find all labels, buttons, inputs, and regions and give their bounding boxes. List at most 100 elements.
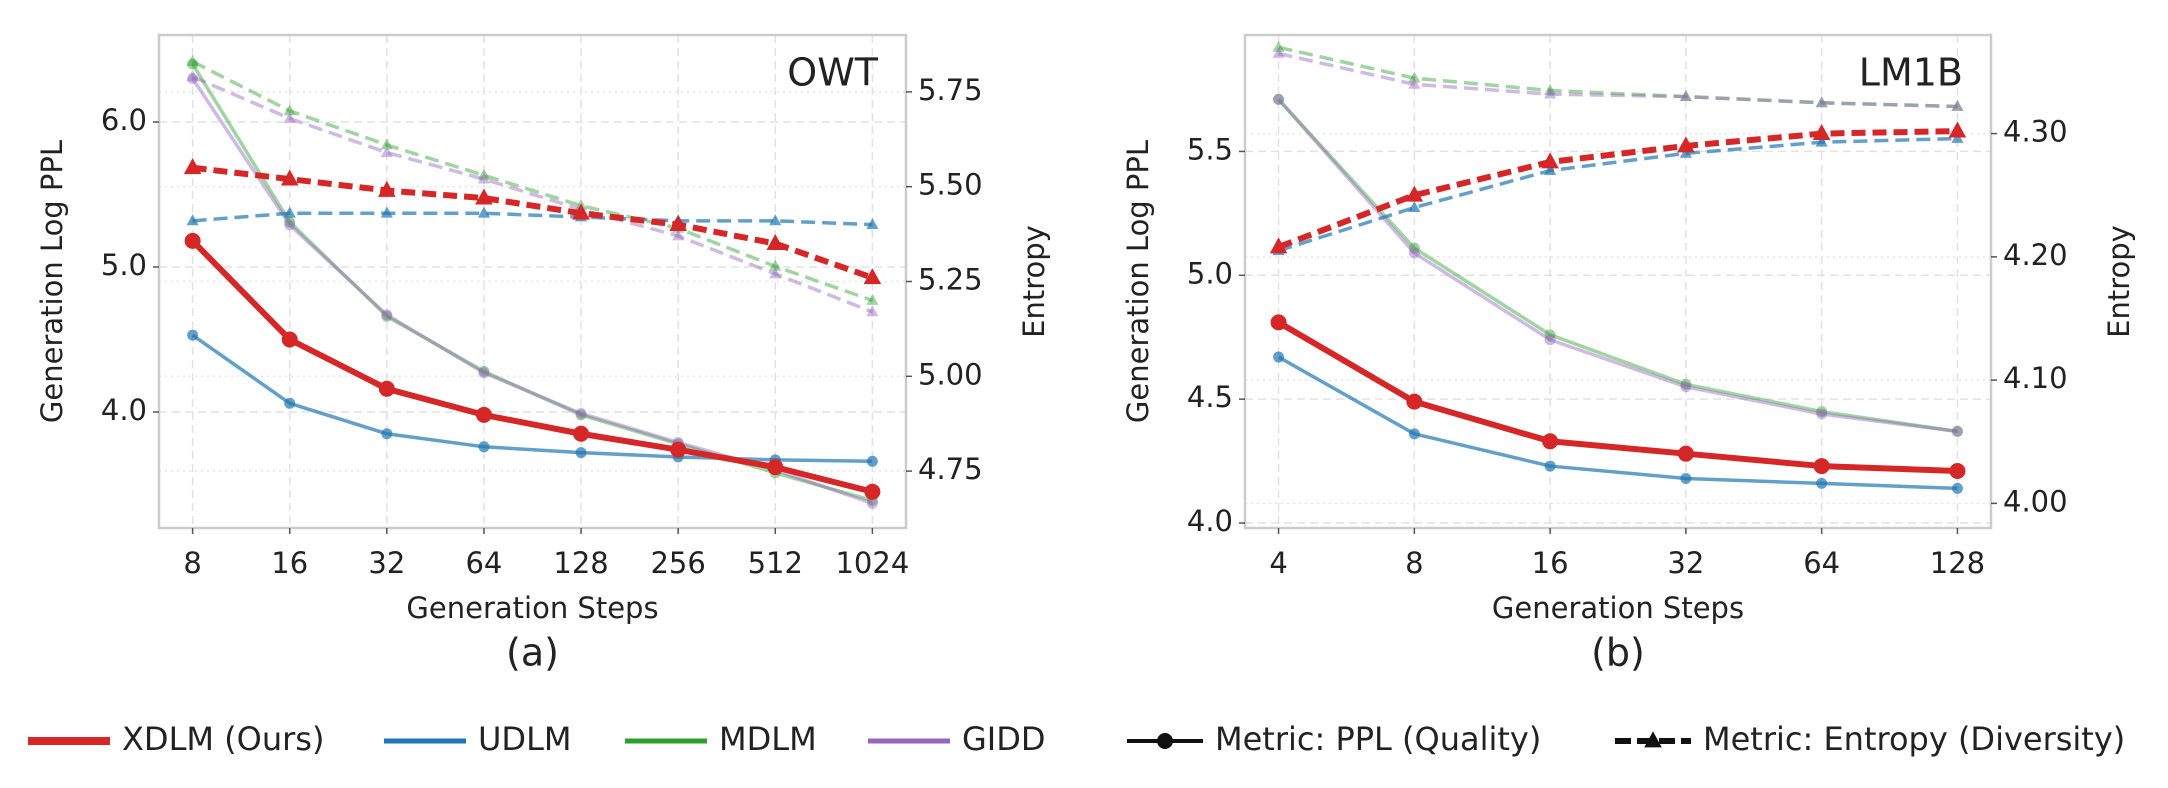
series-line	[191, 59, 873, 303]
point-marker	[1679, 90, 1692, 102]
point-marker	[1408, 428, 1420, 440]
point-marker	[1677, 445, 1694, 462]
series-line	[1278, 136, 1958, 253]
point-marker	[381, 428, 393, 440]
point-marker	[1408, 247, 1420, 259]
y2-tick-label: 4.10	[2003, 361, 2068, 395]
series-line	[1277, 355, 1958, 491]
point-marker	[766, 233, 785, 250]
legend-label: Metric: PPL (Quality)	[1215, 720, 1541, 758]
point-marker	[866, 218, 879, 230]
point-marker	[1273, 93, 1285, 105]
point-marker	[1951, 425, 1963, 437]
point-marker	[1680, 378, 1692, 390]
point-marker	[283, 206, 296, 218]
legend-marker	[1644, 731, 1662, 748]
y-axis-title: Generation Log PPL	[1121, 140, 1155, 423]
point-marker	[280, 169, 299, 186]
x-tick-label: 128	[553, 546, 608, 580]
point-marker	[380, 138, 393, 150]
plot-frame	[1243, 33, 1993, 530]
legend-label: Metric: Entropy (Diversity)	[1703, 720, 2125, 758]
point-marker	[1272, 40, 1285, 52]
point-marker	[769, 214, 782, 226]
point-marker	[186, 70, 199, 82]
series-line	[192, 211, 873, 227]
x-tick-label: 128	[1930, 546, 1985, 580]
x-tick-label: 1024	[835, 546, 909, 580]
point-marker	[284, 397, 296, 409]
panel-title: OWT	[787, 51, 878, 95]
y-tick-label: 6.0	[101, 103, 147, 137]
point-marker	[380, 206, 393, 218]
point-marker	[1816, 406, 1828, 418]
point-marker	[1544, 329, 1556, 341]
legend-label: XDLM (Ours)	[122, 720, 324, 758]
point-marker	[1544, 83, 1557, 95]
series-line	[192, 164, 874, 281]
point-marker	[1816, 408, 1828, 420]
series-line	[1277, 98, 1958, 434]
point-marker	[575, 407, 587, 419]
x-tick-label: 4	[1269, 546, 1287, 580]
series-line	[191, 77, 873, 506]
point-marker	[1813, 458, 1830, 475]
point-marker	[284, 216, 296, 228]
point-marker	[866, 293, 879, 305]
y2-axis-title: Entropy	[1017, 225, 1051, 338]
point-marker	[381, 309, 393, 321]
point-marker	[283, 111, 296, 123]
y-tick-label: 4.0	[1187, 504, 1233, 538]
point-marker	[478, 441, 490, 453]
y2-tick-label: 4.20	[2003, 238, 2068, 272]
point-marker	[1951, 99, 1964, 111]
y-tick-label: 5.5	[1187, 132, 1233, 166]
point-marker	[1951, 99, 1964, 111]
point-marker	[670, 441, 687, 458]
point-marker	[1679, 90, 1692, 102]
point-marker	[573, 425, 590, 442]
y2-tick-label: 4.30	[2003, 115, 2068, 149]
series-line	[1277, 319, 1958, 475]
point-marker	[284, 219, 296, 231]
y-tick-label: 5.0	[1187, 256, 1233, 290]
point-marker	[769, 259, 782, 271]
point-marker	[1408, 71, 1421, 83]
point-marker	[475, 188, 493, 205]
point-marker	[187, 58, 199, 70]
point-marker	[187, 329, 199, 341]
series-line	[191, 333, 873, 464]
y2-tick-label: 5.25	[918, 263, 983, 297]
point-marker	[184, 232, 201, 249]
point-marker	[1949, 463, 1966, 480]
y-axis-title: Generation Log PPL	[35, 140, 69, 423]
point-marker	[1408, 77, 1421, 89]
point-marker	[864, 483, 881, 500]
point-marker	[381, 310, 393, 322]
point-marker	[669, 215, 687, 232]
point-marker	[186, 214, 199, 226]
point-marker	[281, 331, 298, 348]
x-tick-label: 32	[1667, 546, 1704, 580]
x-tick-label: 64	[465, 546, 502, 580]
panel-title: LM1B	[1859, 51, 1963, 95]
y2-tick-label: 5.00	[918, 357, 983, 391]
point-marker	[1816, 477, 1828, 489]
y-tick-label: 4.5	[1187, 380, 1233, 414]
point-marker	[1408, 200, 1421, 212]
point-marker	[672, 229, 685, 241]
point-marker	[1406, 393, 1423, 410]
point-marker	[1544, 163, 1557, 175]
point-marker	[1544, 334, 1556, 346]
caption: (a)	[506, 631, 559, 675]
point-marker	[1815, 96, 1828, 108]
x-axis-title: Generation Steps	[1492, 591, 1744, 625]
legend-marker	[1157, 733, 1173, 749]
point-marker	[1951, 425, 1963, 437]
point-marker	[477, 172, 490, 184]
x-tick-label: 256	[650, 546, 705, 580]
point-marker	[187, 73, 199, 84]
point-marker	[863, 268, 882, 285]
series-line	[191, 75, 874, 314]
